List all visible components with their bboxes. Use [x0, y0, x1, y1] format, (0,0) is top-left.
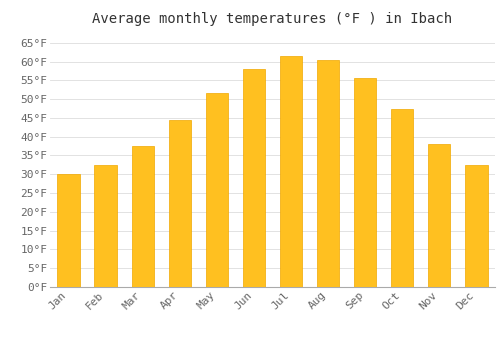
Bar	[428, 144, 450, 287]
Bar	[168, 120, 191, 287]
Bar	[206, 93, 228, 287]
Bar	[132, 146, 154, 287]
Bar	[94, 165, 116, 287]
Bar	[58, 174, 80, 287]
Title: Average monthly temperatures (°F ) in Ibach: Average monthly temperatures (°F ) in Ib…	[92, 12, 452, 26]
Bar	[243, 69, 265, 287]
Bar	[280, 56, 302, 287]
Bar	[391, 108, 413, 287]
Bar	[354, 78, 376, 287]
Bar	[466, 165, 487, 287]
Bar	[317, 60, 339, 287]
